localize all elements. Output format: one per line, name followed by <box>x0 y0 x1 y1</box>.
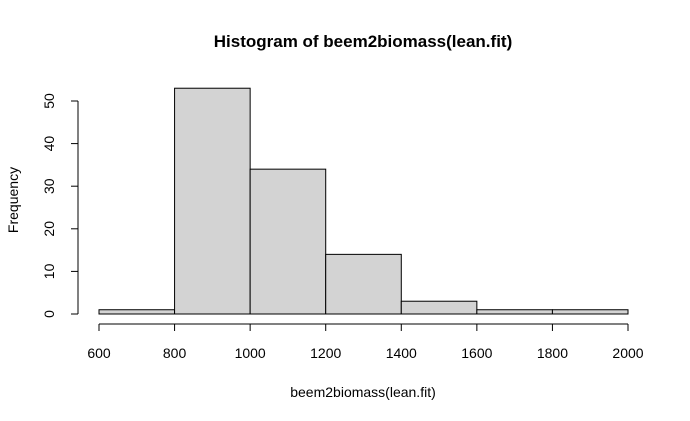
x-tick-label: 800 <box>163 345 187 361</box>
x-axis: 600 800 1000 1200 1400 1600 1800 2000 <box>87 323 644 361</box>
chart-title: Histogram of beem2biomass(lean.fit) <box>214 32 513 51</box>
y-tick-label: 20 <box>41 221 57 237</box>
y-tick-label: 0 <box>41 310 57 318</box>
histogram-bar-6 <box>476 309 553 315</box>
histogram-bar-4 <box>325 253 402 315</box>
x-tick-label: 1800 <box>537 345 568 361</box>
x-tick-label: 1400 <box>386 345 417 361</box>
histogram-bar-1 <box>98 309 176 315</box>
bars-group <box>98 87 629 315</box>
y-axis: 0 10 20 30 40 50 <box>41 93 79 318</box>
y-tick-label: 50 <box>41 93 57 109</box>
y-tick-label: 30 <box>41 178 57 194</box>
x-tick-label: 2000 <box>612 345 643 361</box>
x-tick-label: 1000 <box>235 345 266 361</box>
x-tick-label: 1600 <box>461 345 492 361</box>
x-axis-label: beem2biomass(lean.fit) <box>290 384 436 400</box>
x-tick-label: 600 <box>87 345 111 361</box>
histogram-bar-7 <box>551 309 629 315</box>
y-tick-label: 40 <box>41 136 57 152</box>
histogram-bar-2 <box>174 87 251 315</box>
y-tick-label: 10 <box>41 263 57 279</box>
histogram-bar-5 <box>400 300 478 315</box>
x-tick-label: 1200 <box>310 345 341 361</box>
histogram-bar-3 <box>249 168 327 315</box>
y-axis-label: Frequency <box>5 167 21 233</box>
